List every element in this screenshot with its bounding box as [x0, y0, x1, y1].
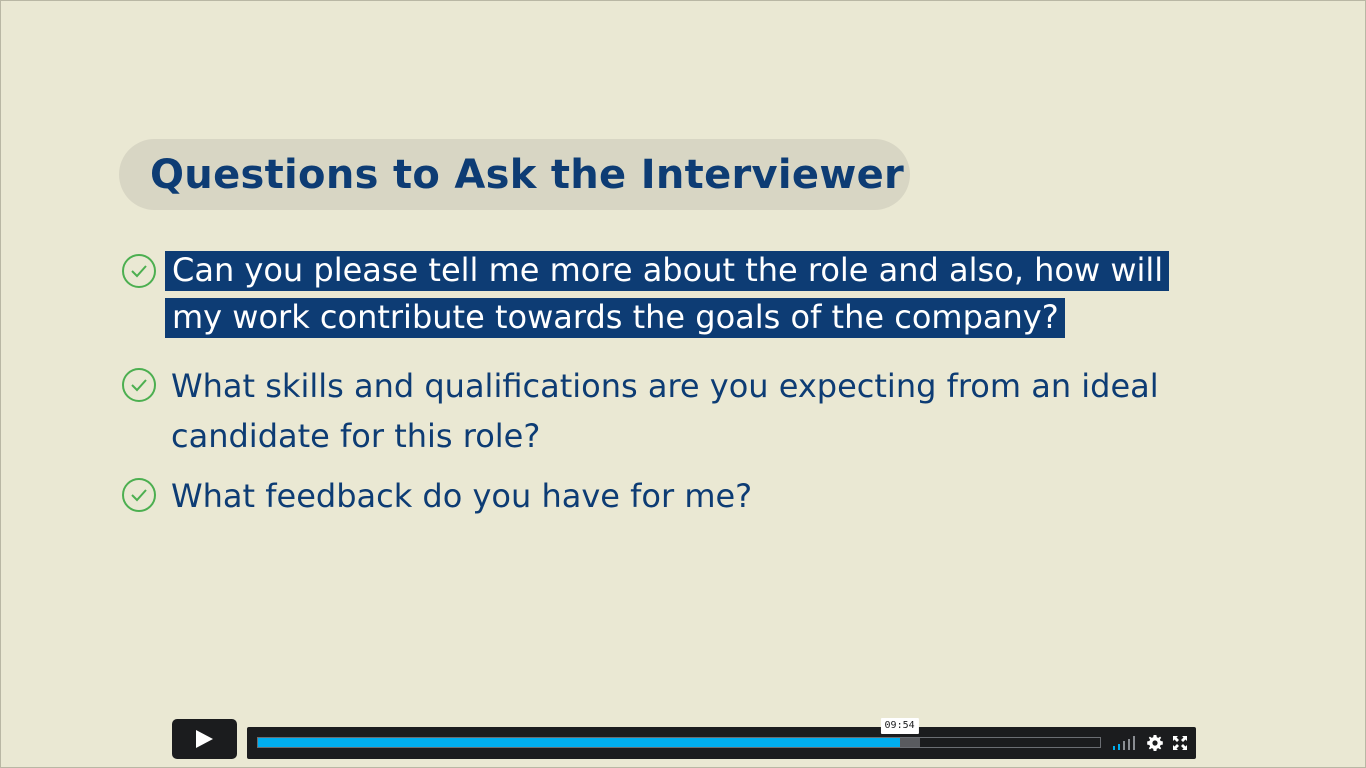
bullet-text: What skills and qualifications are you e… [171, 361, 1159, 461]
progress-bar[interactable] [257, 737, 1101, 748]
check-circle-icon [122, 254, 156, 288]
volume-control[interactable] [1113, 736, 1137, 750]
volume-bar [1113, 746, 1115, 750]
volume-bar [1133, 736, 1135, 750]
time-tooltip: 09:54 [880, 718, 919, 734]
slide-title: Questions to Ask the Interviewer [150, 152, 905, 198]
gear-icon[interactable] [1147, 735, 1163, 751]
volume-bar [1118, 743, 1120, 750]
highlighted-text-line: Can you please tell me more about the ro… [165, 251, 1170, 291]
played-range [258, 738, 900, 747]
play-icon [196, 730, 213, 748]
bullet-text: What feedback do you have for me? [171, 471, 752, 521]
play-button[interactable] [172, 719, 237, 759]
fullscreen-icon[interactable] [1173, 736, 1187, 750]
check-circle-icon [122, 478, 156, 512]
player-control-bar: 09:54 [247, 718, 1196, 759]
bullet-text-line: What skills and qualifications are you e… [171, 367, 1159, 405]
bullet-text-line: What feedback do you have for me? [171, 477, 753, 515]
check-circle-icon [122, 368, 156, 402]
volume-bar [1123, 741, 1125, 750]
volume-bar [1128, 738, 1130, 750]
slide-title-banner: Questions to Ask the Interviewer [119, 139, 910, 210]
bullet-text-line: candidate for this role? [171, 417, 541, 455]
highlighted-text-line: my work contribute towards the goals of … [165, 298, 1065, 338]
